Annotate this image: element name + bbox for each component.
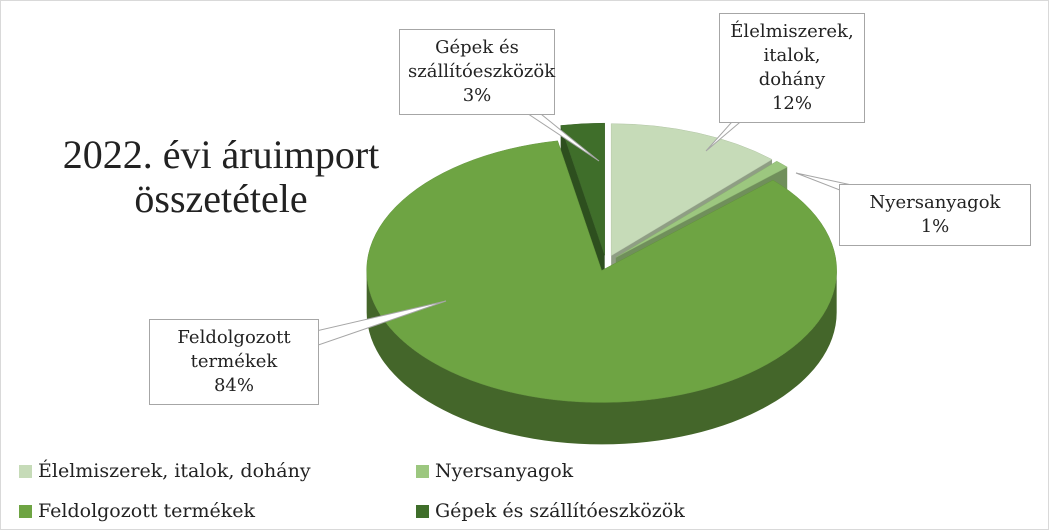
legend-item: Élelmiszerek, italok, dohány [19,451,416,491]
slice [366,140,837,403]
data-label-name: Feldolgozott termékek [177,327,291,372]
data-label-value: 1% [920,216,950,237]
legend-swatch [416,464,429,478]
legend: Élelmiszerek, italok, dohány Nyersanyagok… [19,451,919,529]
slice [615,160,788,258]
legend-item: Feldolgozott termékek [19,491,416,529]
data-label-box: Feldolgozott termékek 84% [149,319,319,405]
legend-label: Nyersanyagok [435,460,574,482]
legend-swatch [416,504,429,518]
chart-title: 2022. évi áruimport összetétele [62,132,380,221]
data-label-box: Gépek és szállítóeszközök 3% [399,29,555,115]
data-label-value: 12% [771,93,812,114]
slice-side [366,270,837,445]
slice [610,123,773,257]
legend-label: Gépek és szállítóeszközök [435,500,685,522]
legend-item: Nyersanyagok [416,451,813,491]
data-label-name: Nyersanyagok [869,192,1001,213]
legend-item: Gépek és szállítóeszközök [416,491,813,529]
data-label-value: 84% [213,375,254,396]
data-label-name: Élelmiszerek, italok, dohány [730,21,854,90]
legend-swatch [19,504,32,518]
data-label-box: Élelmiszerek, italok, dohány 12% [719,13,865,123]
data-label-name: Gépek és szállítóeszközök [408,37,556,82]
data-label-box: Nyersanyagok 1% [839,184,1031,246]
legend-label: Élelmiszerek, italok, dohány [38,460,311,482]
data-label-value: 3% [462,85,492,106]
legend-swatch [19,464,32,478]
legend-label: Feldolgozott termékek [38,500,255,522]
